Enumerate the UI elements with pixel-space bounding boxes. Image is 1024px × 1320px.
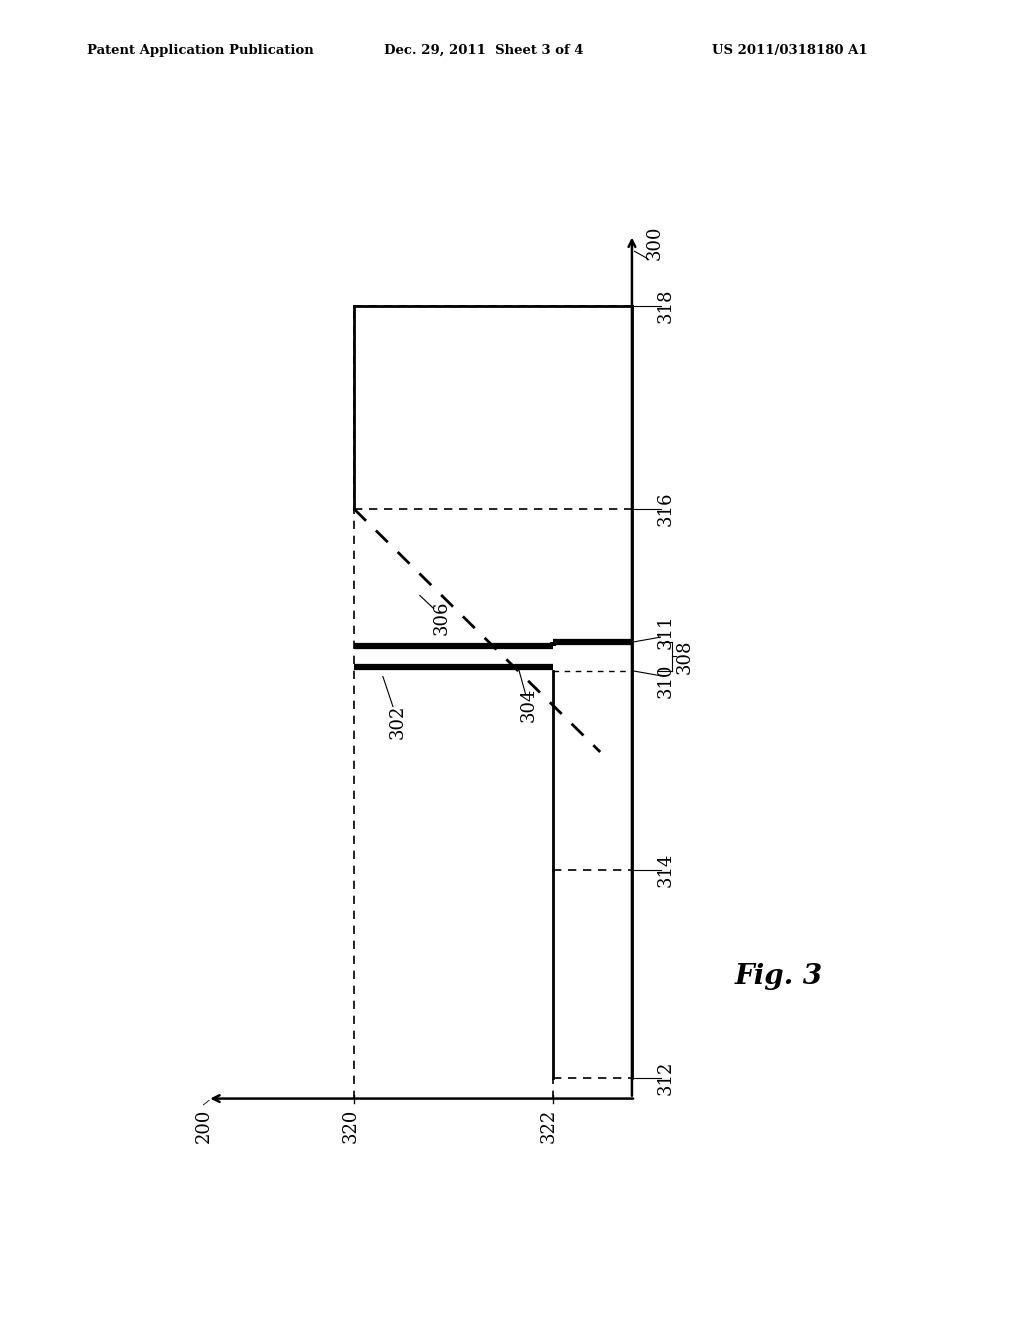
Text: US 2011/0318180 A1: US 2011/0318180 A1: [712, 44, 867, 57]
Text: 308: 308: [675, 639, 693, 673]
Text: 310: 310: [657, 664, 675, 698]
Text: 318: 318: [657, 289, 675, 323]
Text: 306: 306: [432, 601, 451, 635]
Text: 314: 314: [657, 853, 675, 887]
Text: 302: 302: [389, 705, 407, 739]
Text: 320: 320: [341, 1109, 359, 1143]
Text: Dec. 29, 2011  Sheet 3 of 4: Dec. 29, 2011 Sheet 3 of 4: [384, 44, 584, 57]
Text: 311: 311: [657, 615, 675, 649]
Text: 300: 300: [645, 226, 664, 260]
Text: Patent Application Publication: Patent Application Publication: [87, 44, 313, 57]
Text: 322: 322: [540, 1109, 558, 1143]
Text: Fig. 3: Fig. 3: [734, 964, 823, 990]
Text: 304: 304: [520, 688, 538, 722]
Text: 200: 200: [195, 1109, 212, 1143]
Text: 316: 316: [657, 492, 675, 527]
Text: 312: 312: [657, 1061, 675, 1096]
